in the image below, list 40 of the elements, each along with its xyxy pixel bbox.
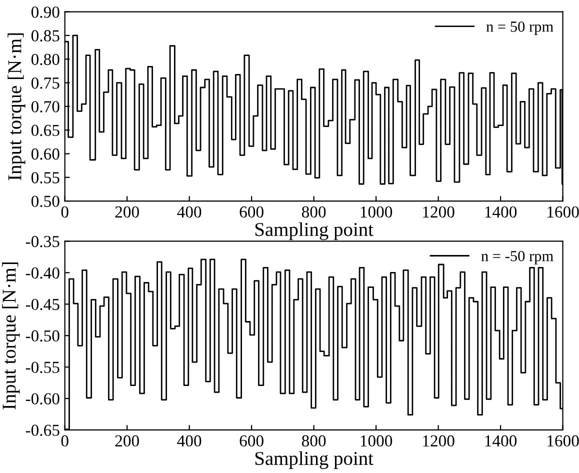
x-tick-label: 200 bbox=[115, 435, 139, 447]
x-tick-label: 1000 bbox=[360, 206, 392, 218]
x-tick-label: 1200 bbox=[423, 206, 454, 218]
y-tick-label: 0.90 bbox=[31, 6, 60, 18]
y-tick-label: 0.70 bbox=[31, 101, 60, 112]
y-tick-label: 0.50 bbox=[31, 196, 60, 208]
x-tick-label: 1400 bbox=[485, 435, 517, 447]
x-tick-label: 600 bbox=[240, 206, 264, 218]
x-tick-label: 800 bbox=[302, 435, 326, 447]
x-tick-label: 400 bbox=[177, 435, 202, 447]
y-tick-label: -0.65 bbox=[26, 424, 60, 436]
x-tick-label: 600 bbox=[240, 435, 264, 447]
x-tick-label: 1200 bbox=[423, 435, 454, 447]
x-tick-label: 200 bbox=[115, 206, 139, 218]
y-axis-title: Input torque [N·m] bbox=[2, 262, 20, 410]
y-axis-title: Input torque [N·m] bbox=[8, 33, 26, 180]
y-tick-label: -0.35 bbox=[26, 236, 60, 248]
x-tick-label: 0 bbox=[61, 435, 68, 447]
y-tick-label: -0.55 bbox=[26, 362, 60, 374]
x-tick-label: 0 bbox=[61, 206, 68, 218]
x-axis-title: Sampling point bbox=[255, 451, 374, 470]
y-tick-label: 0.85 bbox=[31, 30, 60, 42]
y-tick-label: -0.40 bbox=[26, 267, 60, 279]
y-tick-label: -0.45 bbox=[26, 298, 60, 310]
x-tick-label: 1600 bbox=[548, 435, 579, 447]
x-tick-label: 1000 bbox=[360, 435, 392, 447]
x-axis-title: Sampling point bbox=[255, 222, 374, 240]
y-tick-label: 0.80 bbox=[31, 54, 60, 66]
y-tick-label: -0.60 bbox=[26, 393, 60, 405]
y-tick-label: 0.75 bbox=[31, 77, 60, 89]
legend-label: n = -50 rpm bbox=[481, 250, 554, 264]
x-tick-label: 800 bbox=[302, 206, 326, 218]
legend-label: n = 50 rpm bbox=[486, 22, 554, 35]
x-tick-label: 1400 bbox=[485, 206, 517, 218]
y-tick-label: 0.55 bbox=[31, 172, 60, 184]
x-tick-label: 400 bbox=[177, 206, 202, 218]
y-tick-label: 0.60 bbox=[31, 148, 60, 160]
y-tick-label: 0.65 bbox=[31, 124, 60, 136]
y-tick-label: -0.50 bbox=[26, 330, 60, 342]
x-tick-label: 1600 bbox=[548, 206, 579, 218]
